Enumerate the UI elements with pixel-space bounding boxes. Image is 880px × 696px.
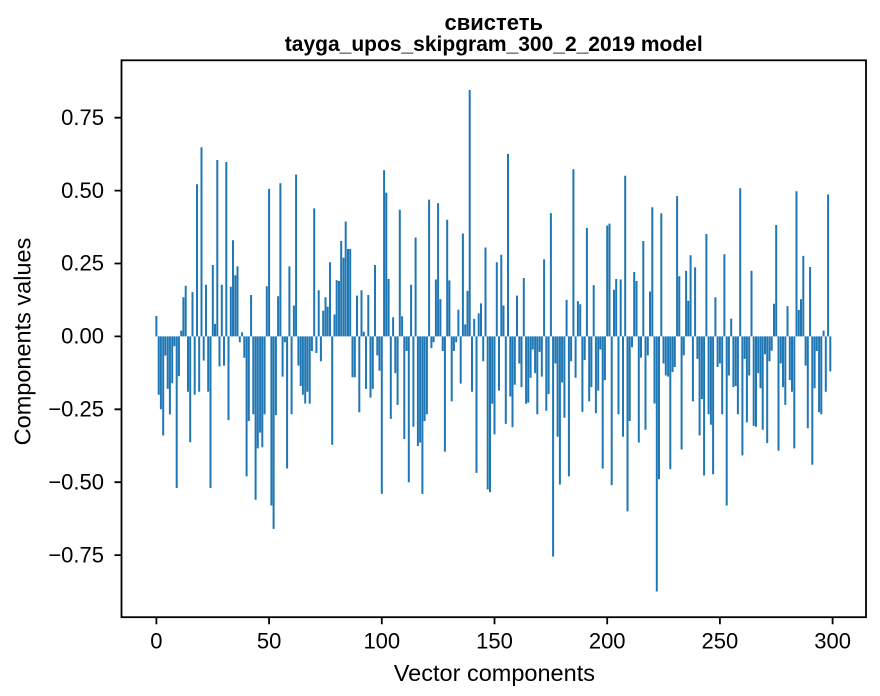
svg-text:200: 200 bbox=[589, 629, 626, 654]
svg-text:−0.50: −0.50 bbox=[48, 469, 104, 494]
svg-text:50: 50 bbox=[257, 629, 281, 654]
svg-text:0.00: 0.00 bbox=[61, 324, 104, 349]
svg-text:Components values: Components values bbox=[10, 238, 36, 446]
svg-text:свистеть: свистеть bbox=[444, 10, 543, 35]
svg-text:0.25: 0.25 bbox=[61, 251, 104, 276]
svg-text:150: 150 bbox=[476, 629, 513, 654]
svg-text:100: 100 bbox=[363, 629, 400, 654]
svg-text:−0.25: −0.25 bbox=[48, 397, 104, 422]
svg-text:Vector components: Vector components bbox=[394, 660, 595, 686]
svg-text:0: 0 bbox=[150, 629, 162, 654]
svg-text:tayga_upos_skipgram_300_2_2019: tayga_upos_skipgram_300_2_2019 model bbox=[285, 33, 703, 56]
svg-text:−0.75: −0.75 bbox=[48, 542, 104, 567]
svg-text:250: 250 bbox=[702, 629, 739, 654]
svg-text:0.50: 0.50 bbox=[61, 178, 104, 203]
svg-text:300: 300 bbox=[814, 629, 851, 654]
svg-text:0.75: 0.75 bbox=[61, 105, 104, 130]
